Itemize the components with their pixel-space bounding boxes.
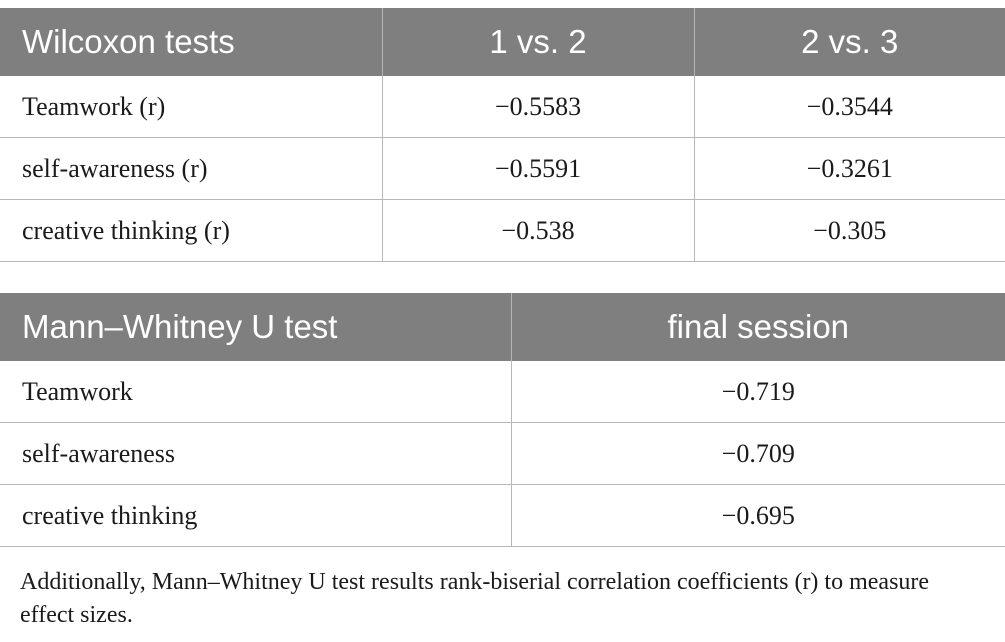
mann-whitney-header-final-session: final session	[511, 293, 1005, 361]
cell-value: −0.538	[382, 199, 695, 262]
cell-value: −0.3544	[694, 76, 1005, 138]
table-row: Teamwork (r) −0.5583 −0.3544	[0, 76, 1005, 138]
wilcoxon-header-1-vs-2: 1 vs. 2	[382, 8, 695, 76]
row-label: Teamwork (r)	[0, 76, 383, 138]
table-row: creative thinking −0.695	[0, 484, 1005, 547]
cell-value: −0.5591	[382, 137, 695, 200]
cell-value: −0.305	[694, 199, 1005, 262]
cell-value: −0.3261	[694, 137, 1005, 200]
mann-whitney-header-label: Mann–Whitney U test	[0, 293, 512, 361]
mann-whitney-header-row: Mann–Whitney U test final session	[0, 293, 1005, 361]
table-row: creative thinking (r) −0.538 −0.305	[0, 199, 1005, 262]
wilcoxon-table: Wilcoxon tests 1 vs. 2 2 vs. 3 Teamwork …	[0, 8, 1005, 262]
wilcoxon-header-2-vs-3: 2 vs. 3	[694, 8, 1005, 76]
table-row: self-awareness −0.709	[0, 422, 1005, 485]
cell-value: −0.719	[511, 361, 1005, 423]
row-label: creative thinking	[0, 484, 512, 547]
cell-value: −0.695	[511, 484, 1005, 547]
table-footnote: Additionally, Mann–Whitney U test result…	[20, 569, 930, 628]
table-row: self-awareness (r) −0.5591 −0.3261	[0, 137, 1005, 200]
wilcoxon-header-label: Wilcoxon tests	[0, 8, 383, 76]
mann-whitney-table: Mann–Whitney U test final session Teamwo…	[0, 293, 1005, 547]
row-label: self-awareness (r)	[0, 137, 383, 200]
table-row: Teamwork −0.719	[0, 361, 1005, 423]
row-label: Teamwork	[0, 361, 512, 423]
row-label: self-awareness	[0, 422, 512, 485]
cell-value: −0.709	[511, 422, 1005, 485]
cell-value: −0.5583	[382, 76, 695, 138]
wilcoxon-header-row: Wilcoxon tests 1 vs. 2 2 vs. 3	[0, 8, 1005, 76]
row-label: creative thinking (r)	[0, 199, 383, 262]
